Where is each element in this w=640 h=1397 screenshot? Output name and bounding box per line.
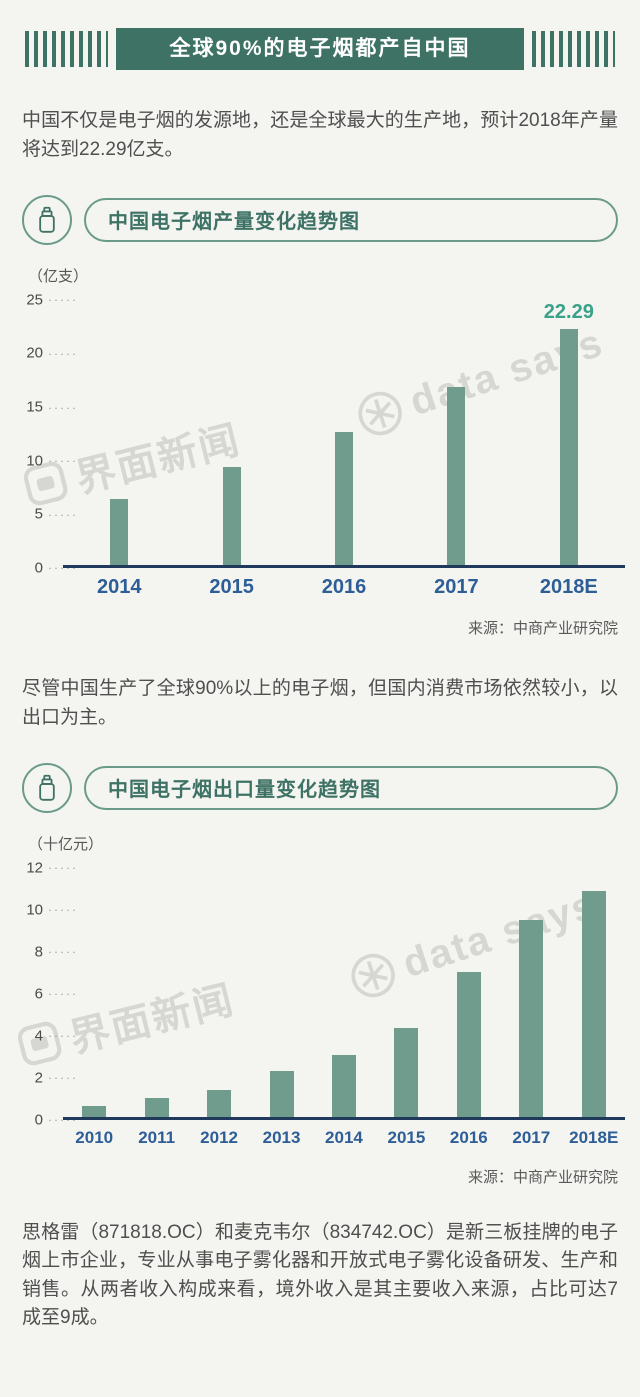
x-axis-labels: 2014 2015 2016 2017 2018E xyxy=(63,576,625,599)
bar-2013 xyxy=(250,868,312,1117)
plot-area-export: 0 ····· 2 ····· 4 ····· 6 ····· 8 ····· 10 ····· 12 ·… xyxy=(15,859,625,1128)
x-axis-label: 2015 xyxy=(209,575,254,598)
section-header-export: 中国电子烟出口量变化趋势图 xyxy=(22,762,618,813)
section-title-production: 中国电子烟产量变化趋势图 xyxy=(84,197,618,242)
footer-paragraph: 思格雷（871818.OC）和麦克韦尔（834742.OC）是新三板挂牌的电子烟… xyxy=(22,1221,618,1329)
bar-2014 xyxy=(63,300,175,565)
y-axis-ticks: 0 ····· 2 ····· 4 ····· 6 ····· 8 ····· 10 ····· 12 ·… xyxy=(15,859,625,1128)
stripe-decoration-right xyxy=(532,31,615,67)
bar-value-label: 22.29 xyxy=(543,300,594,323)
x-axis-label: 2018E xyxy=(569,1127,619,1147)
x-axis-label: 2014 xyxy=(96,575,142,598)
bar xyxy=(144,1098,169,1117)
bar xyxy=(331,1054,356,1117)
bar xyxy=(447,386,466,565)
y-tick: 12 ····· xyxy=(26,859,78,877)
bar xyxy=(82,1106,107,1117)
stripe-decoration-left xyxy=(25,31,108,67)
bar xyxy=(394,1027,419,1117)
y-tick: 15 ····· xyxy=(26,398,78,416)
x-axis-label: 2010 xyxy=(75,1127,114,1147)
x-axis-labels: 2010 2011 2012 2013 2014 2015 2016 2017 2018E xyxy=(63,1128,625,1148)
bar xyxy=(335,432,354,565)
infographic-page: data says 界面新闻 data says 界面新闻 全球90%的电子烟都… xyxy=(0,28,640,1397)
y-tick: 0 ····· xyxy=(34,1111,78,1129)
section-title-export: 中国电子烟出口量变化趋势图 xyxy=(84,765,618,810)
bar-2017 xyxy=(400,300,512,565)
section-header-production: 中国电子烟产量变化趋势图 xyxy=(22,194,618,245)
bar-2014 xyxy=(313,868,375,1117)
bar-2010 xyxy=(63,868,125,1117)
bar xyxy=(222,467,241,565)
x-axis-label: 2011 xyxy=(138,1127,176,1147)
y-tick: 8 ····· xyxy=(34,943,78,961)
y-tick: 6 ····· xyxy=(34,985,78,1003)
bar xyxy=(581,890,606,1117)
bar-2016 xyxy=(288,300,400,565)
export-section: 中国电子烟出口量变化趋势图 （十亿元） 0 ····· 2 ····· 4 ····· 6 ·… xyxy=(0,762,640,1187)
bar xyxy=(207,1089,232,1117)
y-axis-unit-label: （十亿元） xyxy=(28,835,104,853)
x-axis-label: 2012 xyxy=(200,1127,238,1147)
x-axis-label: 2013 xyxy=(262,1127,301,1147)
bar xyxy=(456,971,481,1117)
x-axis-label: 2016 xyxy=(449,1127,488,1147)
bars-area xyxy=(63,868,625,1120)
page-title: 全球90%的电子烟都产自中国 xyxy=(116,28,524,70)
bar xyxy=(519,919,544,1117)
x-axis-label: 2018E xyxy=(539,575,598,598)
x-axis-label: 2017 xyxy=(512,1127,551,1147)
bar-2011 xyxy=(125,868,187,1117)
y-tick: 2 ····· xyxy=(34,1069,78,1087)
plot-area-production: 0 ····· 5 ····· 10 ····· 15 ····· 20 ····· 25 ·····… xyxy=(15,291,625,576)
source-production: 来源：中商产业研究院 xyxy=(467,619,618,637)
bar-2018E xyxy=(563,868,625,1117)
bars-area: 22.29 xyxy=(63,300,625,568)
bar-2018E: 22.29 xyxy=(513,300,625,565)
bar-2015 xyxy=(375,868,437,1117)
bar-2015 xyxy=(175,300,287,565)
intro-paragraph: 中国不仅是电子烟的发源地，还是全球最大的生产地，预计2018年产量将达到22.2… xyxy=(22,110,618,161)
bar-2016 xyxy=(438,868,500,1117)
bar xyxy=(269,1071,294,1117)
bar-chart-production: （亿支） 0 ····· 5 ····· 10 ····· 15 ····· 20 ····· 25… xyxy=(0,265,640,638)
y-tick: 25 ····· xyxy=(26,291,78,309)
middle-paragraph: 尽管中国生产了全球90%以上的电子烟，但国内消费市场依然较小，以出口为主。 xyxy=(22,677,618,729)
y-axis-unit-label: （亿支） xyxy=(28,267,89,285)
bar-chart-export: （十亿元） 0 ····· 2 ····· 4 ····· 6 ····· 8 ····· 10 ··… xyxy=(0,833,640,1187)
vape-bottle-icon xyxy=(22,194,72,245)
header-banner: 全球90%的电子烟都产自中国 xyxy=(25,28,615,70)
bar xyxy=(110,499,129,565)
y-tick: 5 ····· xyxy=(34,505,78,523)
bar-2012 xyxy=(188,868,250,1117)
source-export: 来源：中商产业研究院 xyxy=(467,1168,618,1186)
vape-bottle-icon xyxy=(22,762,72,813)
y-tick: 10 ····· xyxy=(26,901,78,919)
x-axis-label: 2017 xyxy=(434,575,479,598)
x-axis-label: 2014 xyxy=(325,1127,363,1147)
bar xyxy=(559,328,578,565)
x-axis-label: 2016 xyxy=(321,575,367,598)
production-section: 中国电子烟产量变化趋势图 （亿支） 0 ····· 5 ····· 10 ····· 15 ·… xyxy=(0,194,640,638)
y-tick: 0 ····· xyxy=(34,559,78,577)
x-axis-label: 2015 xyxy=(387,1127,426,1147)
bar-2017 xyxy=(500,868,562,1117)
y-tick: 20 ····· xyxy=(26,344,78,362)
